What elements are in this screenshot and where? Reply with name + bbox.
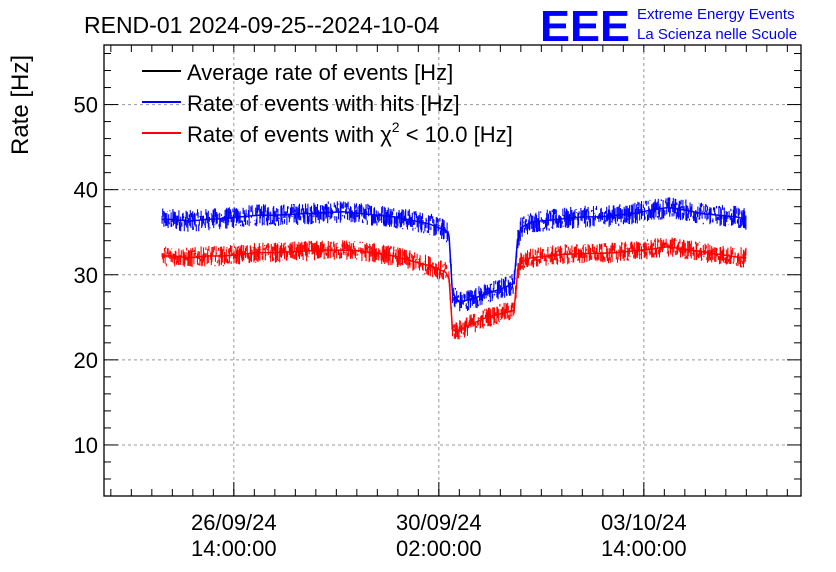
legend-entry: Average rate of events [Hz] — [187, 60, 453, 85]
series-layer — [161, 197, 747, 340]
chart-title: REND-01 2024-09-25--2024-10-04 — [84, 12, 440, 38]
legend-entry: Rate of events with hits [Hz] — [187, 91, 460, 116]
series-hits-line — [162, 206, 747, 303]
legend: Average rate of events [Hz] Rate of event… — [142, 60, 513, 147]
x-tick-label-time: 14:00:00 — [601, 536, 687, 561]
logo-line-2: La Scienza nelle Scuole — [637, 26, 797, 43]
eee-logo: EEE Extreme Energy Events La Scienza nel… — [540, 2, 797, 51]
y-tick-label: 30 — [74, 263, 98, 288]
logo-line-1: Extreme Energy Events — [637, 6, 795, 23]
y-tick-label: 50 — [74, 93, 98, 118]
x-tick-label-date: 30/09/24 — [396, 510, 482, 535]
y-tick-label: 20 — [74, 348, 98, 373]
plot-frame — [103, 44, 802, 497]
y-tick-label: 40 — [74, 178, 98, 203]
x-tick-label-time: 02:00:00 — [396, 536, 482, 561]
legend-entry: Rate of events with χ2 < 10.0 [Hz] — [187, 119, 513, 147]
grid — [104, 45, 801, 496]
x-tick-label-date: 26/09/24 — [191, 510, 277, 535]
logo-mark: EEE — [540, 2, 630, 51]
y-axis-label: Rate [Hz] — [7, 55, 34, 155]
series-chi2-line — [162, 245, 747, 331]
y-tick-label: 10 — [74, 433, 98, 458]
x-tick-label-time: 14:00:00 — [191, 536, 277, 561]
axes: 102030405026/09/2414:00:0030/09/2402:00:… — [74, 44, 802, 561]
x-tick-label-date: 03/10/24 — [601, 510, 687, 535]
